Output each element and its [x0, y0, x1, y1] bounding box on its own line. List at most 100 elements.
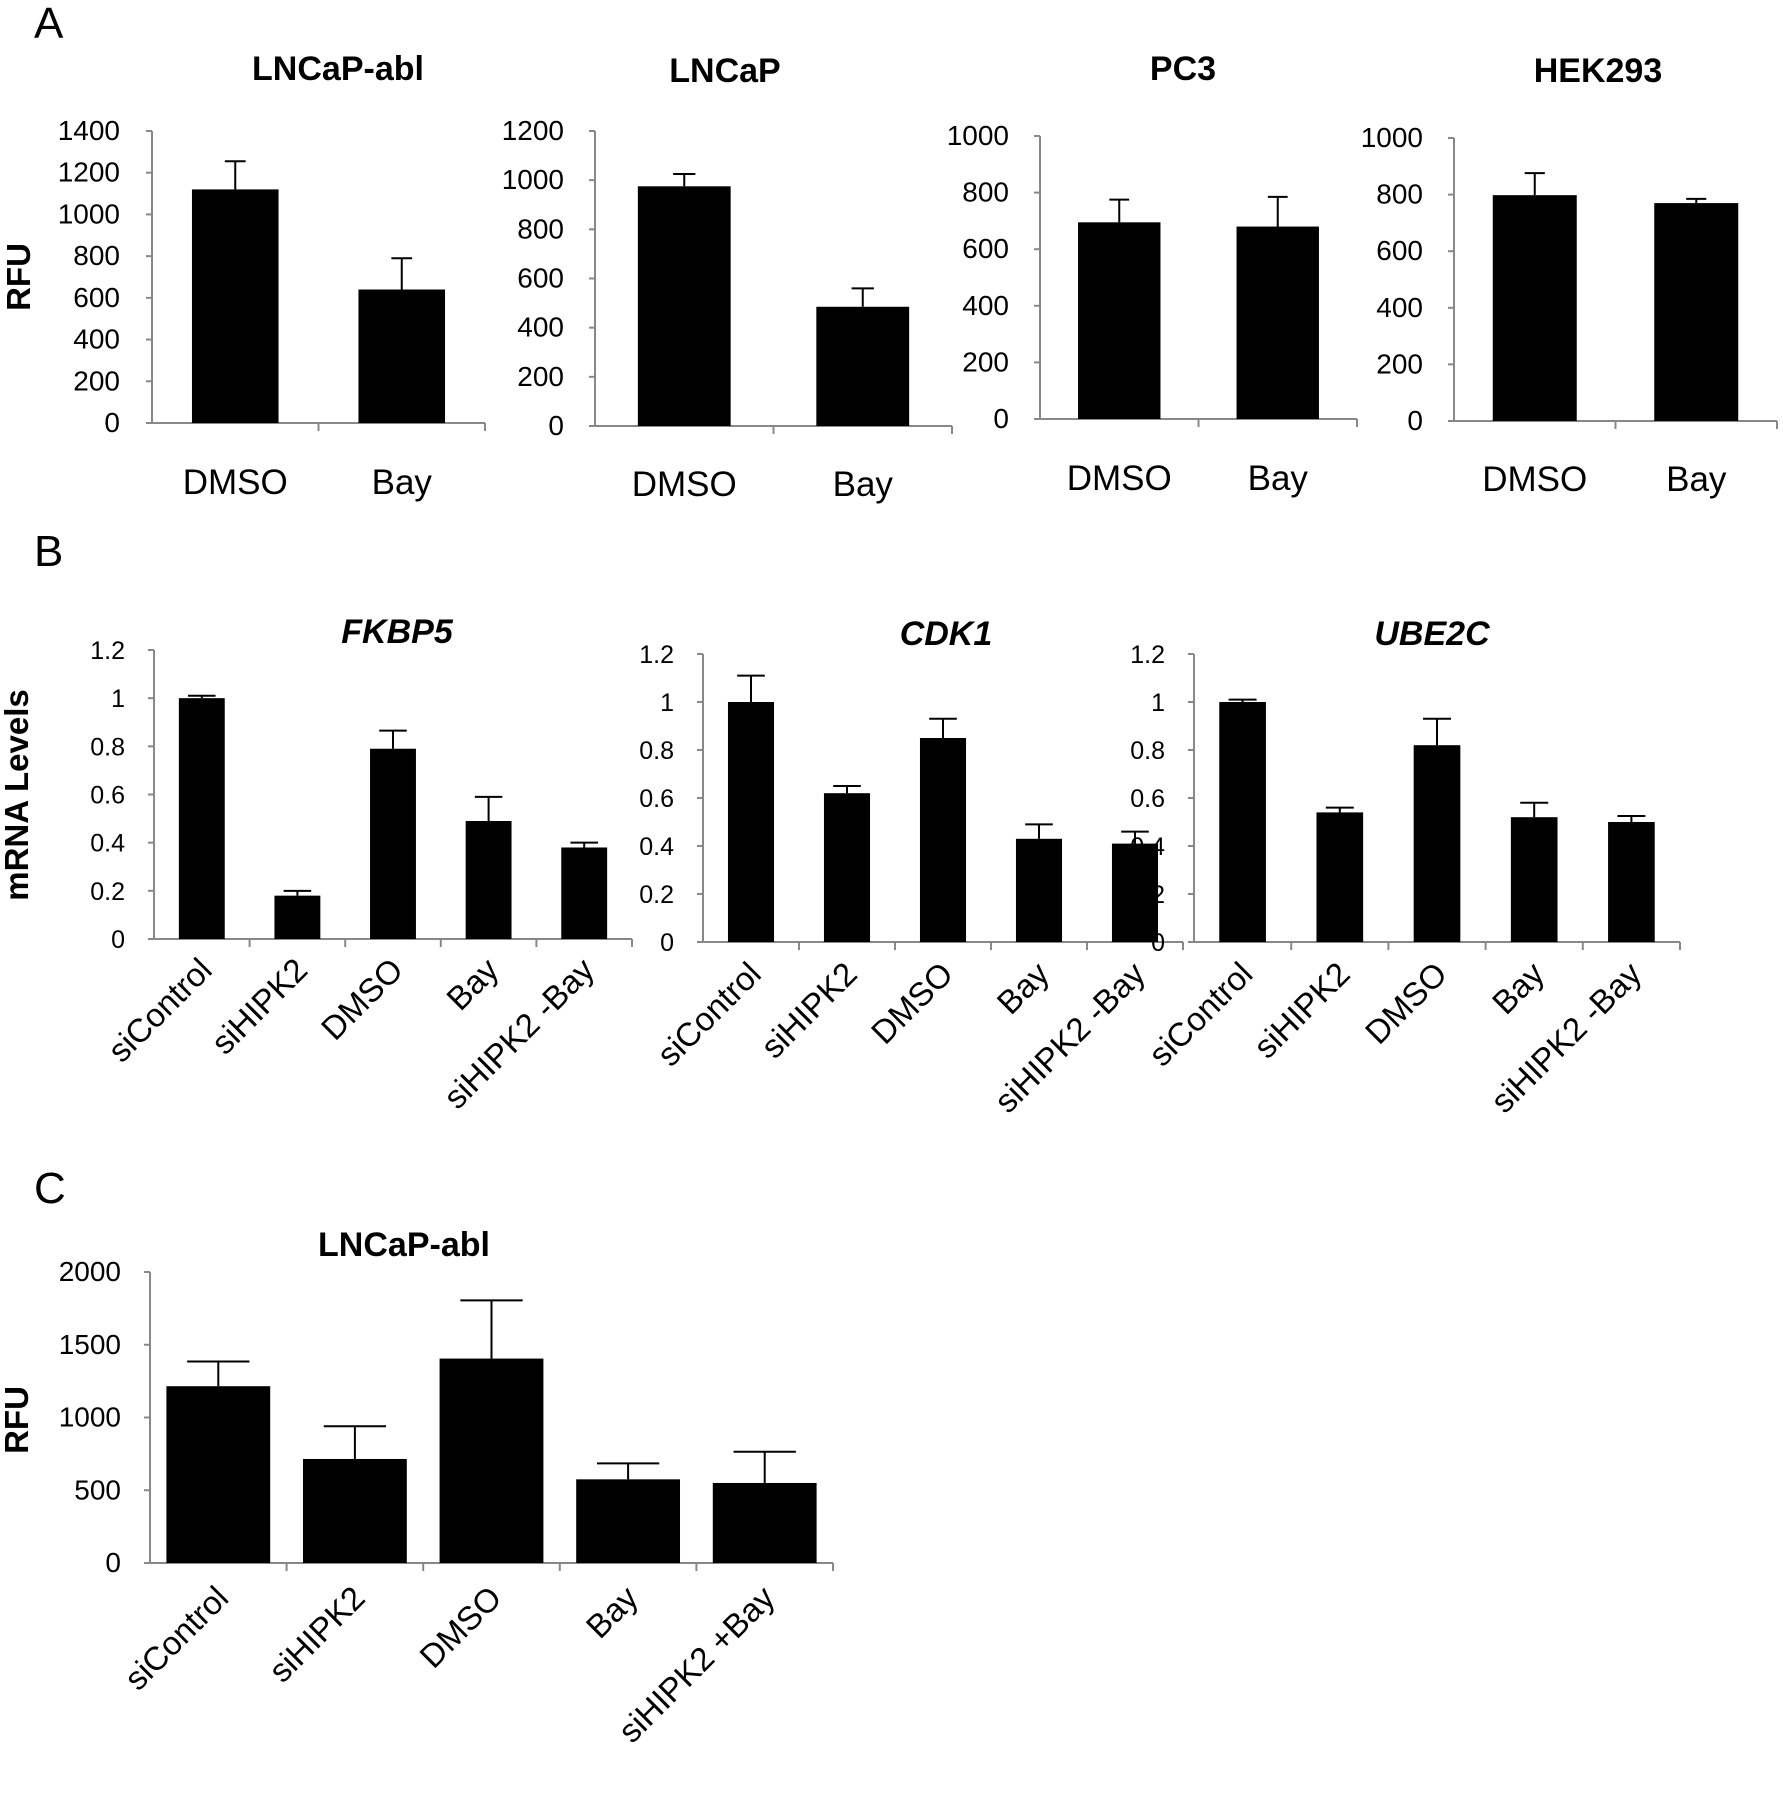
- y-tick-label: 0.6: [1130, 785, 1165, 813]
- y-tick-label: 800: [1376, 179, 1423, 210]
- bar: [1492, 195, 1577, 421]
- x-tick-label: Bay: [372, 463, 433, 502]
- y-tick-label: 1: [660, 689, 674, 717]
- chart-title: LNCaP-abl: [318, 1226, 490, 1264]
- bar: [561, 847, 608, 939]
- x-tick-label: Bay: [579, 1578, 646, 1645]
- y-tick-label: 600: [962, 233, 1009, 264]
- bar: [191, 189, 279, 423]
- bar: [1219, 702, 1266, 942]
- y-tick-label: 0.8: [1130, 737, 1165, 765]
- y-tick-label: 1000: [59, 1402, 121, 1433]
- bar: [274, 895, 321, 939]
- y-tick-label: 0: [993, 403, 1009, 434]
- y-tick-label: 0.4: [639, 833, 674, 861]
- chart-title: PC3: [1150, 50, 1216, 88]
- y-tick-label: 0: [660, 929, 674, 957]
- y-tick-label: 1400: [58, 115, 120, 146]
- y-axis-label: mRNA Levels: [0, 689, 35, 901]
- bar: [1015, 838, 1063, 942]
- charts: LNCaP-ablRFU0200400600800100012001400DMS…: [0, 50, 1778, 1750]
- chart-title: UBE2C: [1374, 615, 1490, 653]
- x-tick-label: DMSO: [1067, 459, 1172, 498]
- x-tick-label: siControl: [117, 1579, 235, 1697]
- y-tick-label: 400: [1376, 292, 1423, 323]
- y-axis-label: RFU: [0, 1386, 35, 1454]
- y-tick-label: 400: [962, 290, 1009, 321]
- y-tick-label: 0.6: [639, 785, 674, 813]
- y-tick-label: 1.2: [90, 637, 125, 665]
- x-tick-label: Bay: [1248, 459, 1309, 498]
- bar: [1316, 812, 1364, 942]
- y-axis-label: RFU: [0, 243, 37, 311]
- chart-title: LNCaP-abl: [252, 50, 424, 88]
- y-tick-label: 1000: [58, 198, 120, 229]
- bar: [637, 186, 731, 426]
- chart-title: CDK1: [900, 615, 993, 653]
- y-tick-label: 200: [517, 361, 564, 392]
- x-tick-label: siHIPK2: [753, 955, 863, 1065]
- y-tick-label: 200: [962, 346, 1009, 377]
- bar: [1608, 822, 1655, 942]
- bar: [1236, 226, 1319, 419]
- bar: [1413, 745, 1461, 942]
- bar: [302, 1458, 407, 1563]
- x-tick-label: DMSO: [314, 951, 410, 1047]
- y-tick-label: 1000: [1361, 122, 1423, 153]
- panel-letter-c: C: [34, 1164, 66, 1213]
- y-tick-label: 1000: [947, 120, 1009, 151]
- bar: [727, 702, 775, 942]
- y-tick-label: 1000: [502, 164, 564, 195]
- chart-1: LNCaP 0 200 400 600 800 1000 1200 DMSO Bay: [502, 52, 953, 504]
- y-tick-label: 1: [1151, 689, 1165, 717]
- y-tick-label: 2000: [59, 1256, 121, 1287]
- y-tick-label: 600: [1376, 235, 1423, 266]
- x-tick-label: siControl: [1141, 955, 1259, 1073]
- y-tick-label: 400: [73, 324, 120, 355]
- y-tick-label: 0: [1407, 405, 1423, 436]
- y-tick-label: 0: [1151, 929, 1165, 957]
- y-tick-label: 800: [73, 240, 120, 271]
- x-tick-label: siHIPK2: [1246, 955, 1356, 1065]
- panel-letter-b: B: [34, 527, 63, 576]
- y-tick-label: 0.2: [639, 881, 674, 909]
- x-tick-label: Bay: [833, 465, 894, 504]
- y-tick-label: 0: [548, 410, 564, 441]
- y-tick-label: 1.2: [1130, 641, 1165, 669]
- x-tick-label: siHIPK2: [261, 1579, 371, 1689]
- bar: [166, 1386, 271, 1563]
- chart-title: LNCaP: [669, 52, 780, 90]
- y-tick-label: 1: [111, 685, 125, 713]
- y-tick-label: 0.8: [90, 733, 125, 761]
- bar: [465, 820, 512, 939]
- y-tick-label: 0: [105, 1547, 121, 1578]
- chart-title: FKBP5: [341, 613, 454, 651]
- y-tick-label: 600: [517, 263, 564, 294]
- bar: [712, 1482, 817, 1563]
- x-tick-label: DMSO: [1482, 460, 1587, 499]
- y-tick-label: 0: [104, 407, 120, 438]
- bar: [439, 1358, 544, 1563]
- chart-2: PC3 0 200 400 600 800 1000 DMSO Bay: [947, 50, 1358, 498]
- x-tick-label: DMSO: [412, 1579, 508, 1675]
- y-tick-label: 1500: [59, 1329, 121, 1360]
- bar: [576, 1479, 681, 1563]
- x-tick-label: siControl: [101, 951, 219, 1069]
- bar: [1111, 843, 1159, 942]
- chart-3: HEK293 0 200 400 600 800 1000 DMSO Bay: [1361, 52, 1778, 499]
- bar: [919, 738, 967, 942]
- y-tick-label: 500: [74, 1474, 121, 1505]
- y-tick-label: 0.6: [90, 782, 125, 810]
- y-tick-label: 1.2: [639, 641, 674, 669]
- y-tick-label: 0.4: [1130, 833, 1165, 861]
- x-tick-label: Bay: [990, 954, 1057, 1021]
- y-tick-label: 1200: [58, 157, 120, 188]
- bar: [1654, 203, 1739, 421]
- chart-4: FKBP5 mRNA Levels 0 0.2 0.4 0.6 0.8 1 1.2 siContr…: [0, 613, 633, 1116]
- x-tick-label: DMSO: [1358, 955, 1454, 1051]
- y-tick-label: 0.2: [1130, 881, 1165, 909]
- y-tick-label: 1200: [502, 115, 564, 146]
- y-tick-label: 400: [517, 312, 564, 343]
